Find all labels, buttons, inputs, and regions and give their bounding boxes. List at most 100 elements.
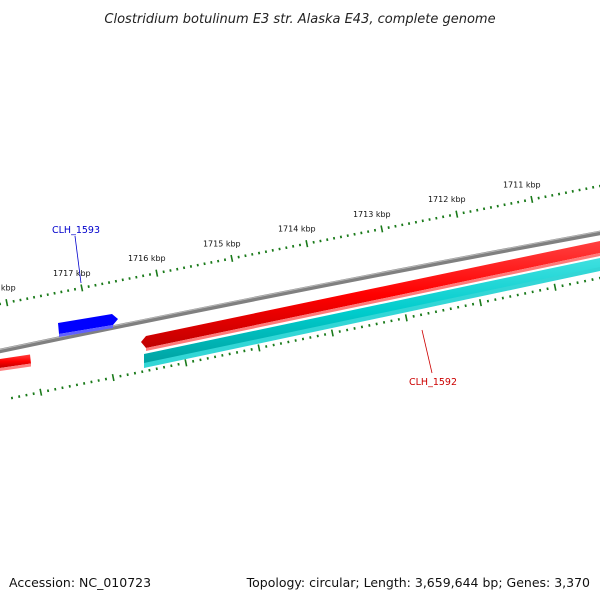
minor-tick: [435, 216, 438, 220]
minor-tick: [107, 281, 111, 284]
gene-label-CLH_1592[interactable]: CLH_1592: [409, 377, 457, 388]
minor-tick: [206, 357, 209, 360]
minor-tick: [25, 393, 28, 397]
major-tick: [80, 284, 84, 292]
minor-tick: [250, 348, 253, 351]
kbp-tick-label: 1717 kbp: [53, 269, 91, 278]
minor-tick: [412, 314, 415, 318]
kbp-scale-ticks: [0, 184, 600, 307]
minor-tick: [199, 358, 202, 362]
gene-feature-forward[interactable]: [141, 241, 600, 351]
minor-tick: [32, 392, 35, 396]
minor-tick: [279, 342, 283, 345]
gene-label-CLH_1593[interactable]: CLH_1593: [52, 225, 100, 236]
minor-tick: [339, 235, 343, 239]
minor-tick: [221, 354, 224, 357]
minor-tick: [46, 389, 50, 393]
minor-tick: [251, 253, 254, 256]
minor-tick: [367, 230, 370, 233]
minor-tick: [243, 349, 246, 353]
minor-tick: [176, 267, 179, 271]
minor-tick: [537, 196, 540, 200]
minor-tick: [427, 311, 430, 315]
minor-tick: [87, 285, 90, 288]
minor-tick: [387, 226, 390, 229]
minor-tick: [516, 293, 519, 297]
minor-tick: [142, 274, 145, 278]
minor-tick: [228, 352, 231, 356]
minor-tick: [517, 200, 520, 204]
minor-tick: [578, 188, 581, 192]
minor-tick: [583, 279, 587, 283]
minor-tick: [469, 210, 472, 213]
minor-tick: [213, 355, 217, 359]
minor-tick: [114, 279, 118, 283]
gene-feature-CLH_1593[interactable]: [58, 314, 118, 337]
minor-tick: [434, 310, 438, 314]
minor-tick: [564, 191, 568, 195]
leader-line-CLH_1592: [421, 329, 433, 374]
minor-tick: [585, 187, 588, 191]
minor-tick: [561, 284, 564, 288]
lower-scale-ticks: [10, 276, 600, 400]
minor-tick: [126, 373, 129, 377]
minor-tick: [319, 239, 322, 243]
gene-feature-CLH_1592[interactable]: [144, 258, 600, 368]
minor-tick: [464, 304, 467, 308]
minor-tick: [503, 203, 506, 207]
minor-tick: [510, 202, 513, 205]
minor-tick: [531, 290, 534, 294]
minor-tick: [169, 269, 172, 272]
minor-tick: [524, 292, 527, 295]
minor-tick: [128, 277, 131, 280]
gene-feature-left-fragment[interactable]: [0, 354, 31, 372]
kbp-tick-label: 1713 kbp: [353, 210, 391, 219]
minor-tick: [237, 255, 240, 259]
minor-tick: [316, 334, 319, 338]
major-tick: [479, 299, 482, 307]
minor-tick: [309, 336, 312, 339]
minor-tick: [544, 195, 547, 199]
minor-tick: [496, 204, 499, 208]
minor-tick: [272, 343, 275, 347]
minor-tick: [26, 297, 29, 301]
minor-tick: [32, 295, 36, 299]
minor-tick: [192, 359, 195, 363]
minor-tick: [323, 333, 327, 336]
minor-tick: [509, 295, 512, 298]
minor-tick: [67, 289, 70, 292]
minor-tick: [571, 189, 574, 193]
major-tick: [455, 210, 459, 218]
minor-tick: [414, 220, 418, 224]
major-tick: [404, 314, 408, 322]
minor-tick: [312, 240, 315, 244]
minor-tick: [68, 384, 71, 388]
minor-tick: [360, 231, 363, 235]
major-tick: [39, 388, 43, 396]
minor-tick: [568, 282, 572, 286]
kbp-tick-label: 1718 kbp: [0, 284, 16, 293]
kbp-tick-label: 1716 kbp: [128, 254, 166, 263]
kbp-tick-label: 1715 kbp: [203, 239, 241, 248]
major-tick: [230, 254, 234, 262]
minor-tick: [428, 218, 431, 221]
minor-tick: [576, 281, 579, 285]
minor-tick: [382, 321, 386, 324]
minor-tick: [551, 194, 554, 197]
minor-tick: [177, 362, 180, 366]
minor-tick: [12, 299, 15, 303]
minor-tick: [135, 275, 138, 279]
minor-tick: [421, 219, 424, 223]
minor-tick: [285, 246, 288, 250]
genome-backbone: [0, 230, 600, 354]
minor-tick: [94, 283, 97, 287]
minor-tick: [353, 232, 356, 236]
minor-tick: [121, 278, 124, 282]
minor-tick: [155, 367, 158, 371]
minor-tick: [278, 247, 281, 251]
minor-tick: [196, 263, 199, 267]
minor-tick: [104, 377, 108, 381]
minor-tick: [407, 222, 411, 225]
minor-tick: [390, 319, 393, 323]
